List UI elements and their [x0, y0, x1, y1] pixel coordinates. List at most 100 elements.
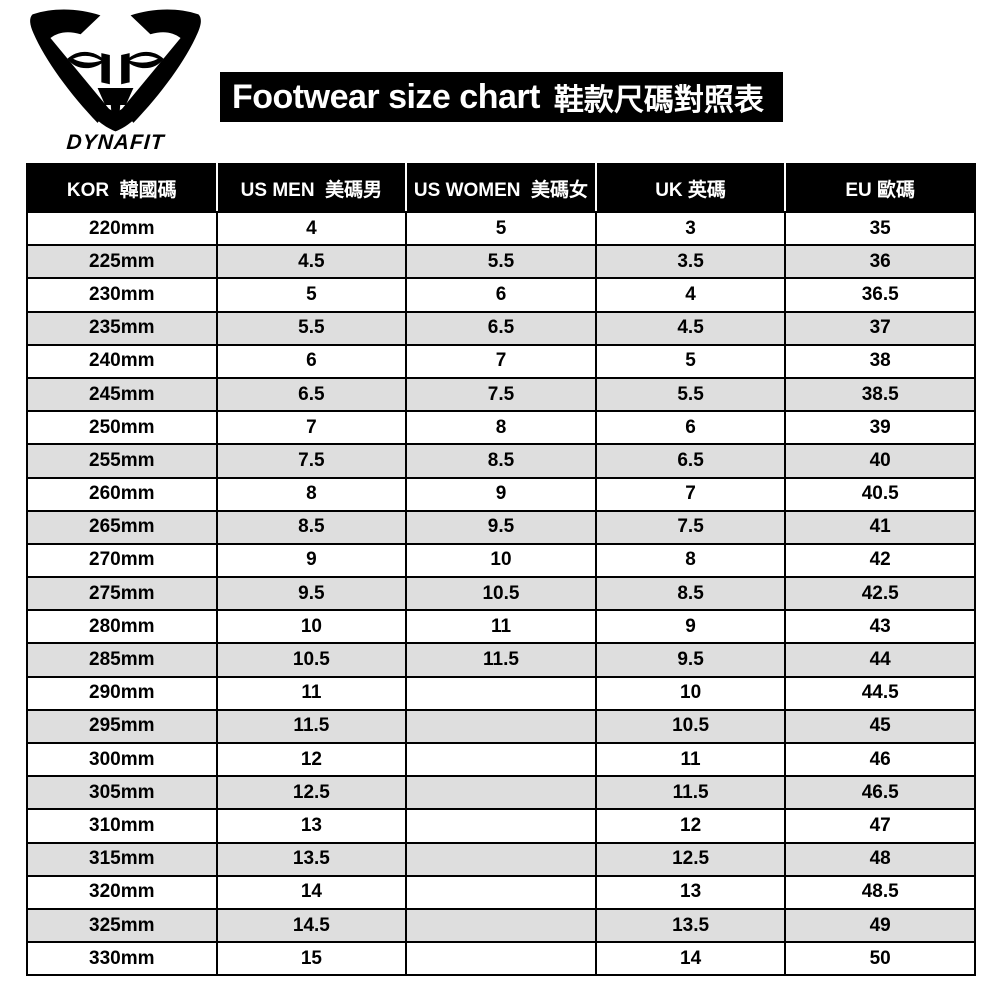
table-cell: 9 — [215, 542, 408, 579]
column-header: KOR 韓國碼 — [26, 163, 218, 213]
table-cell: 44.5 — [784, 675, 976, 711]
table-cell: 5 — [215, 277, 408, 313]
table-row: 285mm 10.5 11.5 9.5 44 — [26, 642, 976, 678]
column-header: US WOMEN 美碼女 — [405, 163, 597, 213]
table-cell: 48 — [784, 841, 976, 877]
table-row: 295mm 11.5 10.5 45 — [26, 708, 976, 745]
table-cell: 10.5 — [215, 642, 408, 678]
table-row: 265mm 8.5 9.5 7.5 41 — [26, 509, 976, 545]
table-cell: 10 — [215, 609, 408, 645]
table-cell: 5.5 — [594, 376, 787, 413]
table-cell: 235mm — [26, 310, 218, 346]
table-cell: 6.5 — [594, 443, 787, 479]
table-cell: 13.5 — [215, 841, 408, 877]
table-row: 315mm 13.5 12.5 48 — [26, 841, 976, 877]
table-row: 235mm 5.5 6.5 4.5 37 — [26, 310, 976, 346]
column-header: EU 歐碼 — [784, 163, 976, 213]
table-cell: 11.5 — [405, 642, 597, 678]
brand-logo — [18, 5, 213, 137]
page-title-zh: 鞋款尺碼對照表 — [553, 84, 764, 117]
table-cell: 4.5 — [594, 310, 787, 346]
size-chart-table: KOR 韓國碼 US MEN 美碼男 US WOMEN 美碼女 UK 英碼 EU 歐碼 … — [26, 163, 976, 977]
table-cell: 38 — [784, 343, 976, 379]
table-cell: 15 — [215, 941, 408, 977]
table-cell: 14.5 — [215, 907, 408, 944]
table-row: 225mm 4.5 5.5 3.5 36 — [26, 244, 976, 280]
table-cell: 8.5 — [405, 443, 597, 479]
table-cell: 14 — [594, 941, 787, 977]
table-cell: 295mm — [26, 708, 218, 745]
table-cell: 4 — [215, 210, 408, 247]
table-cell: 12.5 — [215, 775, 408, 811]
table-row: 310mm 13 12 47 — [26, 808, 976, 844]
table-cell — [405, 675, 597, 711]
table-row: 330mm 15 14 50 — [26, 941, 976, 977]
table-row: 290mm 11 10 44.5 — [26, 675, 976, 711]
table-cell: 6 — [594, 410, 787, 446]
table-cell: 43 — [784, 609, 976, 645]
table-cell: 48.5 — [784, 874, 976, 910]
table-cell: 7.5 — [594, 509, 787, 545]
table-cell: 305mm — [26, 775, 218, 811]
table-cell: 7 — [405, 343, 597, 379]
table-cell: 6 — [405, 277, 597, 313]
table-cell: 7 — [215, 410, 408, 446]
table-cell: 5.5 — [215, 310, 408, 346]
table-cell: 265mm — [26, 509, 218, 545]
table-cell — [405, 941, 597, 977]
table-cell: 9.5 — [215, 576, 408, 612]
table-cell: 7.5 — [215, 443, 408, 479]
column-header: UK 英碼 — [594, 163, 787, 213]
table-row: 230mm 5 6 4 36.5 — [26, 277, 976, 313]
table-cell: 35 — [784, 210, 976, 247]
table-cell: 6.5 — [215, 376, 408, 413]
table-cell: 240mm — [26, 343, 218, 379]
table-row: 280mm 10 11 9 43 — [26, 609, 976, 645]
table-cell: 230mm — [26, 277, 218, 313]
table-cell: 275mm — [26, 576, 218, 612]
table-row: 320mm 14 13 48.5 — [26, 874, 976, 910]
table-row: 220mm 4 5 3 35 — [26, 210, 976, 247]
table-cell — [405, 708, 597, 745]
table-cell: 42 — [784, 542, 976, 579]
table-row: 240mm 6 7 5 38 — [26, 343, 976, 379]
table-cell: 50 — [784, 941, 976, 977]
table-cell: 8 — [215, 476, 408, 512]
table-cell: 7.5 — [405, 376, 597, 413]
table-row: 255mm 7.5 8.5 6.5 40 — [26, 443, 976, 479]
table-cell: 9.5 — [405, 509, 597, 545]
table-cell: 38.5 — [784, 376, 976, 413]
table-cell: 36.5 — [784, 277, 976, 313]
table-cell: 11 — [215, 675, 408, 711]
brand-wordmark: DYNAFIT — [65, 131, 166, 154]
table-cell: 9 — [405, 476, 597, 512]
table-cell: 40.5 — [784, 476, 976, 512]
table-cell: 220mm — [26, 210, 218, 247]
table-cell: 8.5 — [594, 576, 787, 612]
table-row: 250mm 7 8 6 39 — [26, 410, 976, 446]
table-cell: 13.5 — [594, 907, 787, 944]
table-cell: 10.5 — [405, 576, 597, 612]
table-cell — [405, 741, 597, 778]
table-cell: 11 — [594, 741, 787, 778]
table-row: 245mm 6.5 7.5 5.5 38.5 — [26, 376, 976, 413]
table-row: 305mm 12.5 11.5 46.5 — [26, 775, 976, 811]
table-cell: 3.5 — [594, 244, 787, 280]
table-cell: 37 — [784, 310, 976, 346]
header-row: KOR 韓國碼 US MEN 美碼男 US WOMEN 美碼女 UK 英碼 EU 歐碼 — [26, 163, 976, 213]
table-cell: 7 — [594, 476, 787, 512]
table-cell: 315mm — [26, 841, 218, 877]
table-cell: 5 — [594, 343, 787, 379]
table-cell: 300mm — [26, 741, 218, 778]
table-cell — [405, 874, 597, 910]
table-cell: 13 — [215, 808, 408, 844]
table-cell: 255mm — [26, 443, 218, 479]
table-cell: 6 — [215, 343, 408, 379]
table-cell: 14 — [215, 874, 408, 910]
table-cell: 5.5 — [405, 244, 597, 280]
table-row: 325mm 14.5 13.5 49 — [26, 907, 976, 944]
table-row: 275mm 9.5 10.5 8.5 42.5 — [26, 576, 976, 612]
table-cell: 320mm — [26, 874, 218, 910]
table-cell: 9 — [594, 609, 787, 645]
table-cell: 46 — [784, 741, 976, 778]
